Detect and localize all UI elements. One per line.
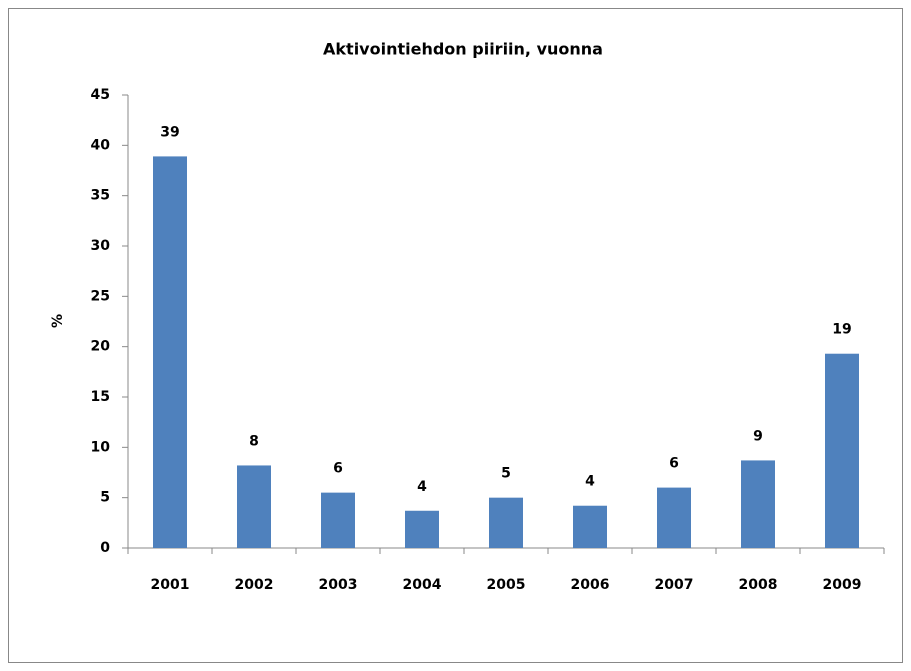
data-label: 39 xyxy=(160,124,179,140)
data-label: 4 xyxy=(585,474,595,490)
y-tick-label: 0 xyxy=(100,540,110,556)
x-tick-label: 2003 xyxy=(319,577,358,593)
y-tick-label: 35 xyxy=(91,188,110,204)
y-axis-label: % xyxy=(50,314,66,328)
x-tick-label: 2004 xyxy=(403,577,442,593)
y-tick-label: 45 xyxy=(91,87,110,103)
bar xyxy=(237,465,271,548)
x-tick-label: 2007 xyxy=(655,577,694,593)
y-tick-label: 40 xyxy=(91,137,111,153)
data-label: 9 xyxy=(753,428,763,444)
y-tick-label: 5 xyxy=(100,490,110,506)
y-tick-label: 15 xyxy=(91,389,110,405)
bar xyxy=(405,510,439,548)
bar xyxy=(825,353,859,548)
data-label: 6 xyxy=(333,461,343,477)
data-label: 4 xyxy=(417,479,427,495)
y-tick-label: 10 xyxy=(91,439,111,455)
x-tick-label: 2001 xyxy=(151,577,190,593)
bar xyxy=(489,497,523,548)
bar xyxy=(657,487,691,548)
data-label: 5 xyxy=(501,466,511,482)
y-tick-label: 30 xyxy=(91,238,111,254)
x-tick-label: 2006 xyxy=(571,577,610,593)
x-tick-label: 2005 xyxy=(487,577,526,593)
y-tick-label: 20 xyxy=(91,339,111,355)
data-label: 6 xyxy=(669,456,679,472)
chart-frame xyxy=(8,8,903,663)
x-tick-label: 2008 xyxy=(739,577,778,593)
y-tick-label: 25 xyxy=(91,288,110,304)
bar xyxy=(153,156,187,548)
chart-title: Aktivointiehdon piiriin, vuonna xyxy=(323,40,603,59)
data-label: 19 xyxy=(832,322,851,338)
x-tick-label: 2009 xyxy=(823,577,862,593)
bar xyxy=(741,460,775,548)
bar xyxy=(573,505,607,548)
bar xyxy=(321,492,355,548)
data-label: 8 xyxy=(249,433,259,449)
x-tick-label: 2002 xyxy=(235,577,274,593)
